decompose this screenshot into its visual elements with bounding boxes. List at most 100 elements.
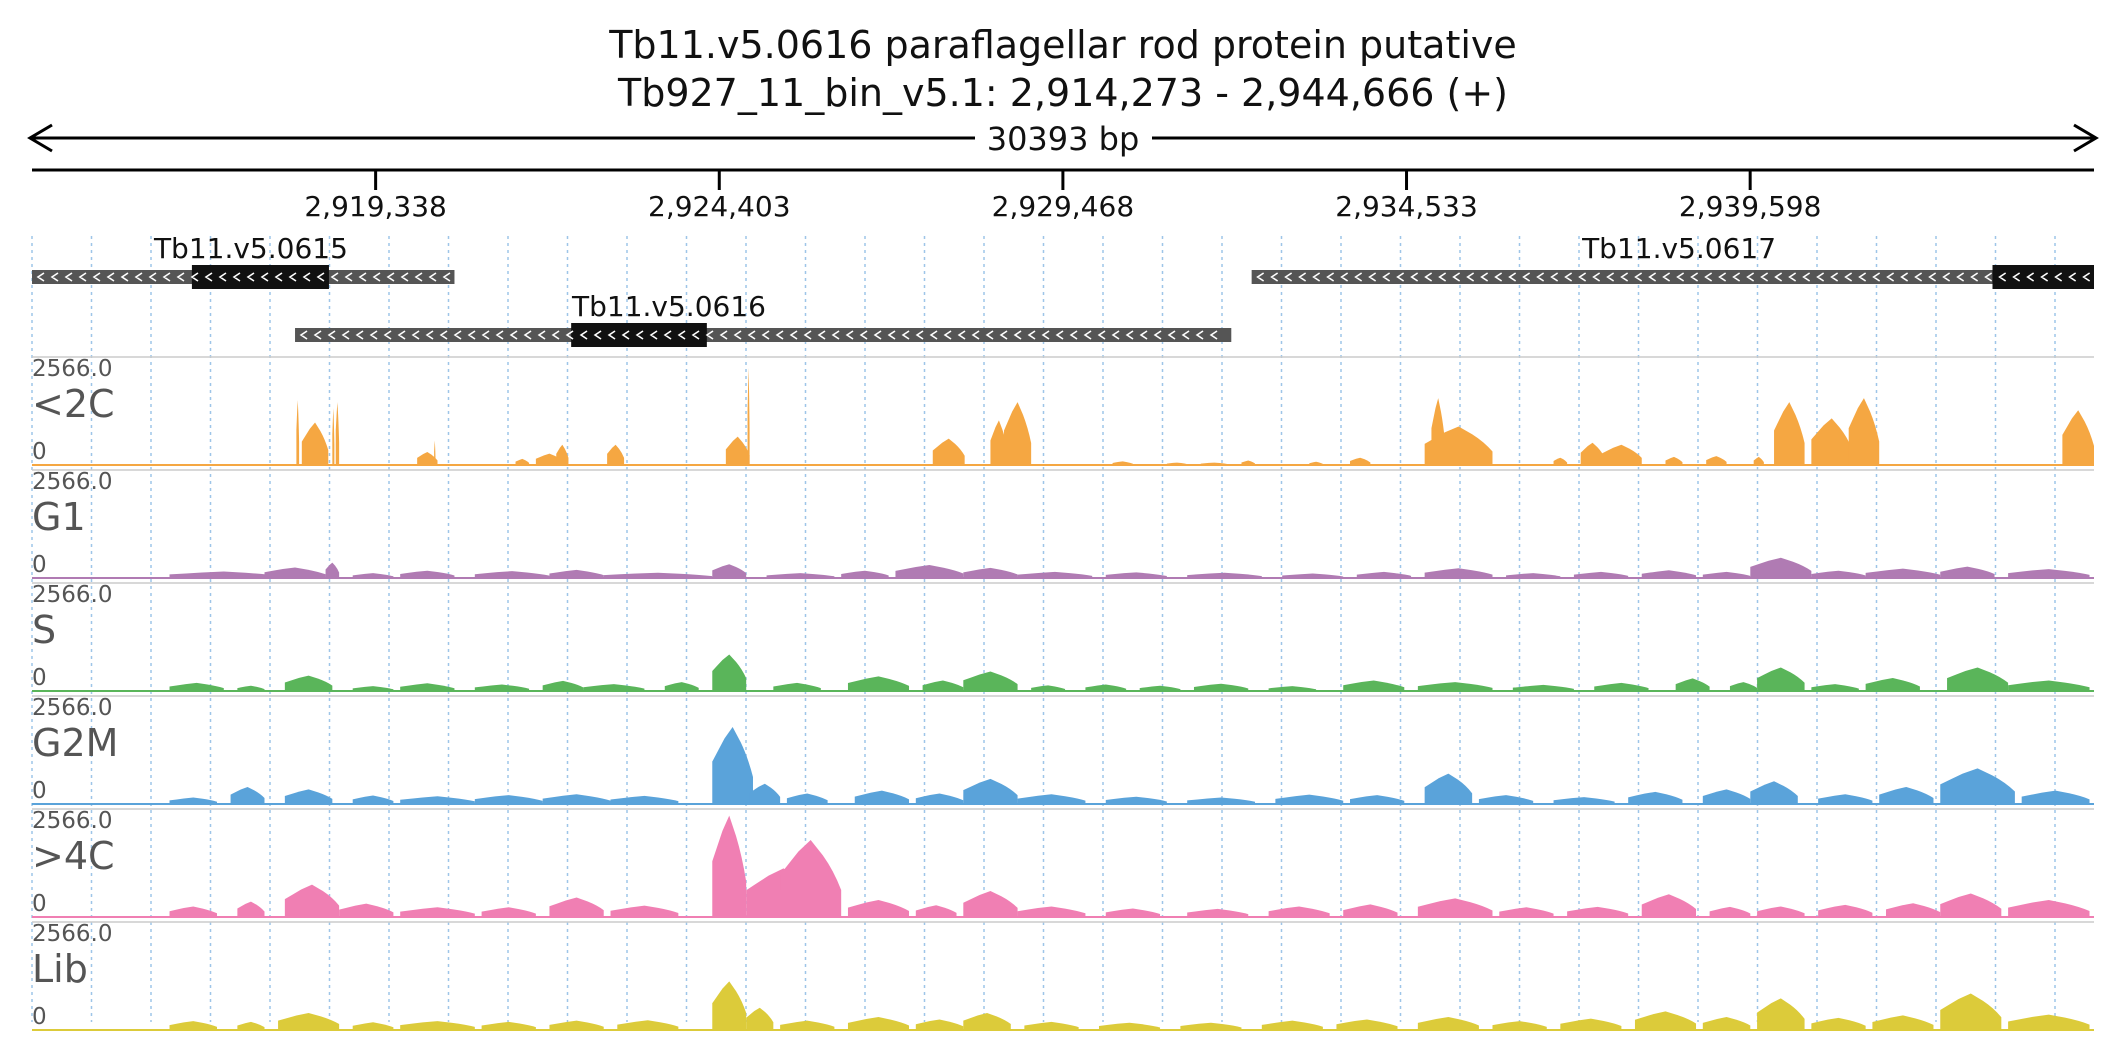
coverage-peak	[1879, 786, 1934, 804]
coverage-peak	[1675, 678, 1710, 691]
coverage-peak	[1865, 568, 1941, 578]
coverage-peak	[617, 1020, 679, 1030]
coverage-peak	[1356, 571, 1412, 578]
coverage-peak	[1757, 998, 1805, 1030]
coverage-peak	[1417, 1017, 1479, 1030]
grid-lines	[31, 236, 2056, 1022]
coverage-peak	[400, 796, 475, 804]
gene-label: Tb11.v5.0615	[153, 232, 348, 265]
gene-cds	[1992, 265, 2094, 289]
coverage-peak	[284, 884, 340, 917]
coverage-peak	[1180, 1022, 1242, 1030]
coverage-peak	[2062, 410, 2094, 465]
coverage-peak	[1261, 1020, 1323, 1030]
coverage-peak	[2008, 680, 2090, 691]
coverage-peak	[1811, 570, 1866, 578]
coverage-peak	[169, 682, 224, 691]
axis-tick-label: 2,939,598	[1679, 190, 1822, 223]
coverage-peak	[1940, 893, 2002, 917]
coverage-peak	[169, 571, 279, 578]
coverage-peak	[1200, 462, 1228, 465]
coverage-peak	[1940, 768, 2015, 804]
coverage-peak	[264, 567, 326, 578]
coverage-peak	[712, 981, 747, 1030]
coverage-peak	[712, 815, 747, 917]
track-max-label: 2566.0	[32, 582, 112, 608]
coverage-peak	[990, 420, 1008, 465]
coverage-peak	[1166, 462, 1188, 465]
coverage-peak	[278, 1012, 340, 1030]
track-name: G1	[32, 495, 86, 539]
coverage-peak	[1417, 682, 1493, 691]
coverage-peak	[1417, 898, 1493, 917]
coverage-peak	[963, 671, 1018, 691]
coverage-peak	[169, 797, 218, 804]
coverage-peak	[1004, 402, 1032, 465]
coverage-track: 2566.0S 0	[32, 582, 2094, 692]
coverage-peak	[1811, 684, 1859, 691]
coverage-peak	[766, 573, 835, 578]
coverage-peak	[915, 793, 964, 804]
coverage-peak	[1702, 789, 1751, 804]
coverage-peak	[1702, 571, 1751, 578]
coverage-track: 2566.0>4C 0	[32, 808, 2094, 918]
coverage-peak	[284, 789, 333, 804]
coverage-peak	[1567, 906, 1629, 917]
track-min-label: 0	[32, 1004, 47, 1030]
coverage-peak	[583, 684, 645, 691]
coverage-track: 2566.0G1 0	[32, 469, 2094, 579]
coverage-peak	[610, 795, 679, 804]
coverage-peak	[2008, 569, 2090, 578]
coverage-peak	[400, 570, 455, 578]
coverage-peak	[549, 897, 604, 917]
gene-label: Tb11.v5.0616	[571, 290, 766, 323]
span-length-label: 30393 bp	[987, 120, 1140, 158]
coverage-peak	[1187, 572, 1262, 578]
coverage-peak	[895, 565, 964, 578]
coverage-peak	[963, 1012, 1011, 1030]
coverage-peak	[786, 793, 828, 804]
coverage-peak	[474, 571, 550, 578]
coverage-peak	[352, 573, 394, 578]
coverage-peak	[332, 408, 335, 465]
coverage-peak	[542, 680, 584, 691]
coverage-peak	[1750, 557, 1812, 578]
coverage-peak	[1343, 904, 1398, 917]
gene-annotations: Tb11.v5.0615 Tb11.v5.0616 Tb11.v5.0617	[32, 232, 2094, 347]
coverage-peak	[549, 1020, 604, 1030]
axis-tick-label: 2,929,468	[992, 190, 1135, 223]
track-max-label: 2566.0	[32, 695, 112, 721]
coverage-peak	[1818, 794, 1873, 804]
coverage-peak	[610, 905, 679, 917]
coverage-peak	[1024, 1021, 1079, 1030]
coverage-peak	[301, 422, 329, 465]
coverage-peak	[1112, 461, 1133, 465]
coverage-peak	[1729, 682, 1758, 691]
coverage-peak	[1628, 791, 1683, 804]
coverage-peak	[1085, 684, 1127, 691]
coverage-peak	[780, 839, 842, 917]
coverage-peak	[847, 1017, 910, 1030]
coverage-peak	[1865, 678, 1920, 691]
coverage-peak	[339, 903, 394, 917]
coverage-peak	[854, 790, 910, 804]
coverage-peak	[1275, 794, 1344, 804]
coverage-peak	[1553, 797, 1615, 804]
coverage-peak	[1478, 795, 1534, 804]
coverage-peak	[1947, 667, 2009, 691]
coverage-peak	[474, 684, 530, 691]
track-name: S	[32, 608, 56, 652]
strand-arrows	[1256, 272, 2091, 282]
coverage-peak	[1193, 683, 1249, 691]
coverage-peak	[1187, 797, 1256, 804]
coverage-peak	[1424, 568, 1493, 578]
coverage-peak	[963, 778, 1018, 804]
track-min-label: 0	[32, 891, 47, 917]
coverage-peak	[1017, 794, 1086, 804]
coverage-peak	[1848, 398, 1880, 465]
coverage-peak	[556, 444, 569, 465]
coverage-peak	[1885, 903, 1941, 917]
strand-arrows	[36, 272, 451, 282]
coverage-peak	[1774, 402, 1805, 465]
